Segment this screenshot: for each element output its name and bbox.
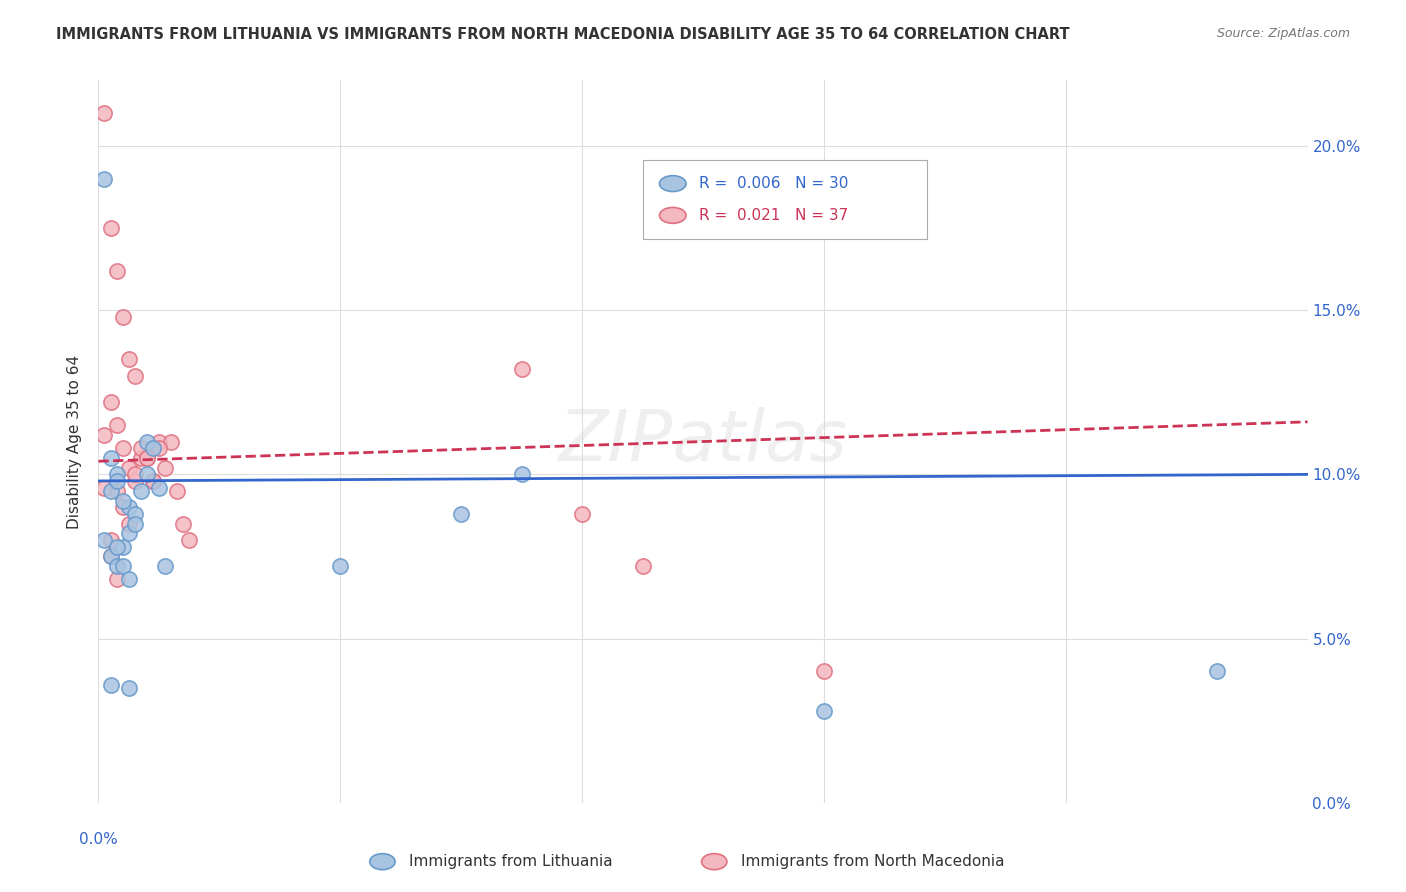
Point	[153, 460, 176, 475]
Circle shape	[659, 176, 686, 192]
Point	[100, 549, 122, 564]
Point	[118, 460, 141, 475]
Point	[105, 573, 128, 587]
Text: IMMIGRANTS FROM LITHUANIA VS IMMIGRANTS FROM NORTH MACEDONIA DISABILITY AGE 35 T: IMMIGRANTS FROM LITHUANIA VS IMMIGRANTS …	[56, 27, 1070, 42]
Point	[105, 418, 128, 433]
Point	[153, 559, 176, 574]
Point	[105, 559, 128, 574]
Point	[105, 540, 128, 554]
Point	[118, 516, 141, 531]
Point	[329, 559, 352, 574]
Point	[111, 540, 134, 554]
Point	[160, 434, 183, 449]
Point	[105, 467, 128, 482]
Point	[813, 704, 835, 718]
Point	[105, 483, 128, 498]
Point	[142, 474, 165, 488]
Point	[571, 507, 593, 521]
Point	[148, 481, 170, 495]
Point	[118, 573, 141, 587]
Point	[100, 221, 122, 235]
Text: ZIPatlas: ZIPatlas	[558, 407, 848, 476]
Point	[135, 434, 157, 449]
Point	[100, 450, 122, 465]
Circle shape	[370, 854, 395, 870]
Text: R =  0.006   N = 30: R = 0.006 N = 30	[699, 176, 849, 191]
Point	[111, 441, 134, 455]
Point	[111, 500, 134, 515]
Point	[100, 549, 122, 564]
Point	[111, 310, 134, 324]
Point	[179, 533, 201, 547]
Point	[129, 483, 152, 498]
Point	[111, 493, 134, 508]
Point	[142, 474, 165, 488]
Point	[124, 368, 146, 383]
Point	[1206, 665, 1229, 679]
Point	[118, 500, 141, 515]
Point	[129, 441, 152, 455]
Point	[631, 559, 654, 574]
Point	[100, 533, 122, 547]
Point	[813, 665, 835, 679]
Point	[142, 441, 165, 455]
Point	[100, 677, 122, 691]
Point	[124, 507, 146, 521]
Point	[100, 483, 122, 498]
Point	[124, 467, 146, 482]
Circle shape	[702, 854, 727, 870]
Point	[124, 474, 146, 488]
Point	[118, 526, 141, 541]
Point	[129, 450, 152, 465]
Text: Immigrants from Lithuania: Immigrants from Lithuania	[409, 855, 613, 869]
Text: Immigrants from North Macedonia: Immigrants from North Macedonia	[741, 855, 1004, 869]
Point	[450, 507, 472, 521]
Point	[135, 450, 157, 465]
Circle shape	[659, 208, 686, 223]
Point	[172, 516, 194, 531]
Point	[166, 483, 188, 498]
Point	[124, 516, 146, 531]
Y-axis label: Disability Age 35 to 64: Disability Age 35 to 64	[67, 354, 83, 529]
Point	[93, 428, 115, 442]
Text: R =  0.021   N = 37: R = 0.021 N = 37	[699, 208, 849, 223]
Point	[93, 533, 115, 547]
FancyBboxPatch shape	[643, 160, 927, 239]
Point	[148, 441, 170, 455]
Point	[93, 171, 115, 186]
Text: 0.0%: 0.0%	[79, 831, 118, 847]
Point	[148, 434, 170, 449]
Point	[510, 467, 533, 482]
Point	[105, 264, 128, 278]
Point	[105, 474, 128, 488]
Point	[510, 362, 533, 376]
Text: Source: ZipAtlas.com: Source: ZipAtlas.com	[1216, 27, 1350, 40]
Point	[135, 467, 157, 482]
Point	[111, 559, 134, 574]
Point	[118, 352, 141, 367]
Point	[100, 395, 122, 409]
Point	[118, 681, 141, 695]
Point	[93, 106, 115, 120]
Point	[135, 450, 157, 465]
Point	[93, 481, 115, 495]
